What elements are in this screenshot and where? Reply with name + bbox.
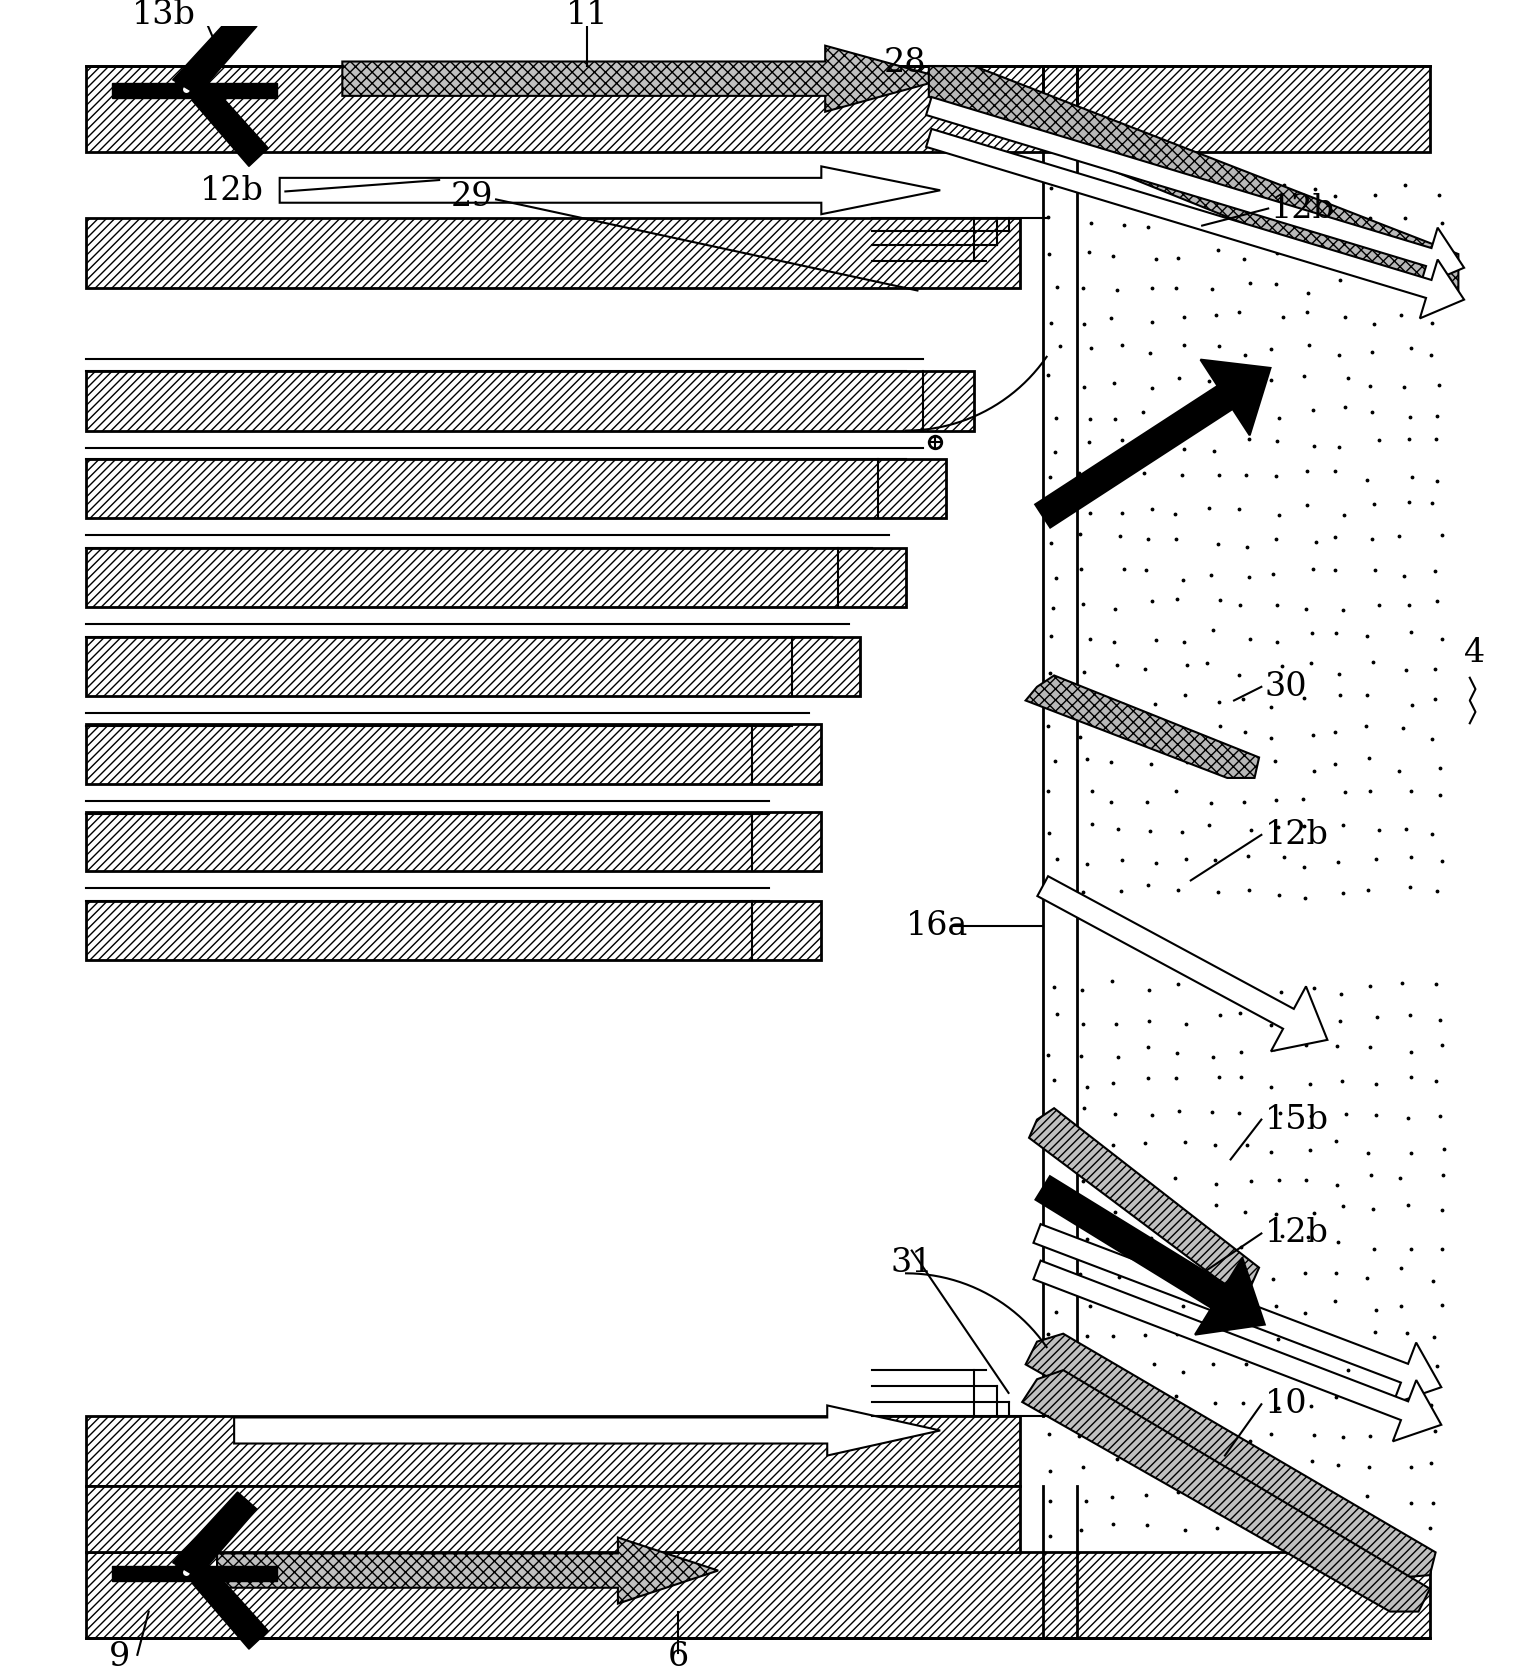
Polygon shape <box>112 1567 277 1582</box>
Bar <box>86 371 975 430</box>
Text: 12b: 12b <box>1264 819 1328 851</box>
Polygon shape <box>279 166 940 215</box>
Text: 28: 28 <box>884 47 926 79</box>
Polygon shape <box>1022 1370 1430 1612</box>
Text: 9: 9 <box>109 1640 130 1672</box>
Text: 31: 31 <box>890 1247 932 1279</box>
Polygon shape <box>193 81 268 166</box>
Bar <box>86 547 907 608</box>
Polygon shape <box>929 65 1458 294</box>
Bar <box>86 1415 1020 1486</box>
Polygon shape <box>1035 1177 1264 1335</box>
Text: 29: 29 <box>450 181 493 213</box>
Bar <box>86 458 946 519</box>
Polygon shape <box>343 45 946 112</box>
Polygon shape <box>1029 1108 1260 1288</box>
Polygon shape <box>926 97 1464 287</box>
Text: 10: 10 <box>1264 1389 1307 1420</box>
Bar <box>86 636 861 695</box>
Bar <box>86 1486 1020 1553</box>
Polygon shape <box>1026 1333 1436 1577</box>
Polygon shape <box>173 8 256 94</box>
Polygon shape <box>926 129 1464 319</box>
Polygon shape <box>217 1538 719 1603</box>
Text: 4: 4 <box>1464 636 1486 668</box>
Polygon shape <box>1034 1261 1442 1441</box>
Polygon shape <box>173 1493 256 1577</box>
Polygon shape <box>112 84 277 97</box>
Bar <box>86 218 1020 289</box>
Text: 12b: 12b <box>1264 1217 1328 1249</box>
Text: 11: 11 <box>565 0 608 30</box>
Bar <box>86 1553 1430 1637</box>
Text: 12b: 12b <box>1270 193 1334 225</box>
Polygon shape <box>1034 1224 1442 1404</box>
Text: 6: 6 <box>667 1640 688 1672</box>
Text: 30: 30 <box>1264 672 1307 704</box>
Polygon shape <box>1035 359 1270 527</box>
Polygon shape <box>1037 876 1328 1051</box>
Polygon shape <box>233 1405 940 1456</box>
Bar <box>86 724 820 784</box>
Bar <box>86 65 1430 151</box>
Bar <box>86 813 820 871</box>
Text: 12b: 12b <box>200 175 264 208</box>
Polygon shape <box>193 1563 268 1649</box>
Text: 13b: 13b <box>132 0 196 30</box>
Polygon shape <box>1026 675 1260 777</box>
Text: 15b: 15b <box>1264 1103 1330 1135</box>
Text: 16a: 16a <box>907 910 969 942</box>
Bar <box>86 902 820 960</box>
